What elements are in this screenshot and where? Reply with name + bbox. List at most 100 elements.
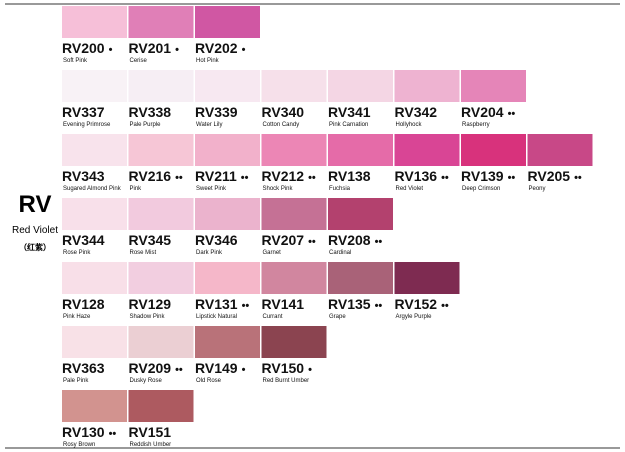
swatch — [62, 70, 127, 102]
swatch-code: RV138 — [328, 168, 371, 184]
swatch — [62, 198, 127, 230]
swatch — [394, 262, 460, 294]
swatch-code: RV149 • — [195, 360, 246, 376]
code: RV150 — [262, 360, 305, 376]
family-native-name: （红紫） — [19, 242, 51, 252]
swatch-name: Hollyhock — [396, 122, 423, 128]
availability-marker: •• — [375, 236, 383, 248]
availability-marker: • — [242, 44, 246, 56]
code: RV130 — [62, 424, 105, 440]
code: RV339 — [195, 104, 238, 120]
swatch-name: Rose Pink — [63, 250, 91, 256]
swatch — [62, 326, 127, 358]
swatch-name: Currant — [263, 314, 283, 320]
swatch-code: RV200 • — [62, 40, 113, 56]
swatch — [128, 262, 194, 294]
swatch-code: RV344 — [62, 232, 105, 248]
family-name: Red Violet — [12, 225, 58, 236]
swatch-name: Soft Pink — [63, 58, 88, 64]
swatch-code: RV216 •• — [129, 168, 183, 184]
swatch-code: RV141 — [262, 296, 305, 312]
swatch-code: RV152 •• — [395, 296, 449, 312]
swatch — [62, 262, 127, 294]
availability-marker: •• — [441, 300, 449, 312]
code: RV337 — [62, 104, 105, 120]
swatch — [62, 6, 127, 38]
code: RV212 — [262, 168, 305, 184]
swatch-name: Rose Mist — [130, 250, 157, 256]
swatch — [461, 134, 526, 166]
code: RV135 — [328, 296, 371, 312]
code: RV340 — [262, 104, 305, 120]
swatch — [62, 390, 127, 422]
swatch — [328, 134, 393, 166]
swatch-code: RV211 •• — [195, 168, 249, 184]
swatch — [195, 198, 260, 230]
swatch-name: Grape — [329, 314, 346, 320]
availability-marker: • — [109, 44, 113, 56]
swatch-name: Evening Primrose — [63, 122, 111, 128]
swatch-name: Water Lily — [196, 122, 222, 128]
swatch-code: RV337 — [62, 104, 105, 120]
code: RV209 — [129, 360, 172, 376]
swatch — [261, 326, 327, 358]
swatch-code: RV128 — [62, 296, 105, 312]
swatch-code: RV150 • — [262, 360, 313, 376]
swatch-code: RV346 — [195, 232, 238, 248]
swatch-name: Cotton Candy — [263, 122, 300, 128]
swatch-name: Rosy Brown — [63, 442, 95, 448]
code: RV139 — [461, 168, 504, 184]
swatch-name: Cardinal — [329, 250, 351, 256]
swatch — [62, 134, 127, 166]
availability-marker: • — [308, 364, 312, 376]
swatch-name: Dark Pink — [196, 250, 223, 256]
swatch-name: Raspberry — [462, 122, 490, 128]
code: RV345 — [129, 232, 172, 248]
availability-marker: •• — [109, 428, 117, 440]
availability-marker: • — [242, 364, 246, 376]
swatch-name: Red Violet — [396, 186, 424, 192]
swatch-name: Fuchsia — [329, 186, 351, 192]
code: RV141 — [262, 296, 305, 312]
swatch-name: Hot Pink — [196, 58, 220, 64]
swatch — [328, 262, 393, 294]
swatch-name: Sweet Pink — [196, 186, 227, 192]
swatch-code: RV205 •• — [528, 168, 582, 184]
swatch-code: RV207 •• — [262, 232, 316, 248]
swatch — [261, 70, 327, 102]
swatch-code: RV209 •• — [129, 360, 183, 376]
swatch — [261, 134, 327, 166]
code: RV344 — [62, 232, 105, 248]
swatch — [128, 390, 194, 422]
swatch — [461, 70, 526, 102]
swatch — [128, 198, 194, 230]
swatch-code: RV339 — [195, 104, 238, 120]
code: RV151 — [129, 424, 172, 440]
swatch-code: RV202 • — [195, 40, 246, 56]
swatch — [195, 326, 260, 358]
availability-marker: •• — [441, 172, 449, 184]
code: RV138 — [328, 168, 371, 184]
swatch — [328, 198, 393, 230]
code: RV131 — [195, 296, 238, 312]
swatch-name: Reddish Umber — [130, 442, 172, 448]
swatch-name: Dusky Rose — [130, 378, 163, 384]
code: RV128 — [62, 296, 105, 312]
swatch-name: Shadow Pink — [130, 314, 166, 320]
swatch — [328, 70, 393, 102]
code: RV152 — [395, 296, 438, 312]
code: RV207 — [262, 232, 305, 248]
swatch-code: RV136 •• — [395, 168, 449, 184]
swatch-code: RV343 — [62, 168, 105, 184]
swatch-code: RV151 — [129, 424, 172, 440]
code: RV208 — [328, 232, 371, 248]
swatch-code: RV139 •• — [461, 168, 515, 184]
swatch-code: RV345 — [129, 232, 172, 248]
swatch-name: Old Rose — [196, 378, 222, 384]
swatch-name: Pale Purple — [130, 122, 162, 128]
swatch — [195, 70, 260, 102]
swatch-code: RV135 •• — [328, 296, 382, 312]
code: RV149 — [195, 360, 238, 376]
code: RV205 — [528, 168, 571, 184]
